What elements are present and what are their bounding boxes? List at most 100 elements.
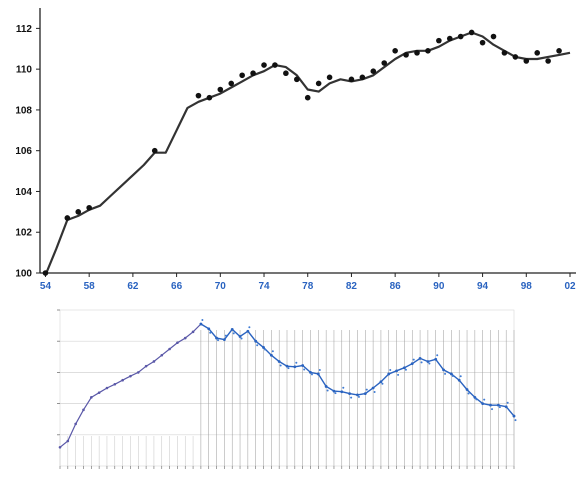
data-point xyxy=(176,341,179,345)
data-point xyxy=(404,368,407,371)
data-point xyxy=(261,62,267,68)
data-point xyxy=(168,347,171,351)
data-point xyxy=(389,368,392,371)
data-point xyxy=(428,362,431,365)
data-point xyxy=(86,204,92,211)
data-point xyxy=(232,332,235,335)
chart-top: 100 102 104 106 108 110 112 54 58 62 66 70 74 78 82 86… xyxy=(15,8,576,292)
data-point xyxy=(395,369,398,373)
data-point xyxy=(451,374,454,377)
y-ticks: 100 102 104 106 108 110 112 xyxy=(15,24,40,280)
x-tick-label: 02 xyxy=(564,281,576,292)
data-point xyxy=(287,367,290,370)
data-point xyxy=(222,338,226,342)
data-point xyxy=(74,422,77,426)
data-point xyxy=(504,405,508,409)
x-tick-label: 66 xyxy=(171,281,183,292)
x-tick-label: 86 xyxy=(390,281,402,292)
data-point xyxy=(58,445,62,449)
data-point xyxy=(217,339,220,342)
data-point xyxy=(272,62,278,68)
data-point xyxy=(446,35,453,42)
data-point xyxy=(468,29,475,36)
data-point xyxy=(152,360,156,363)
x-tick-label: 78 xyxy=(302,281,314,292)
data-point xyxy=(64,215,71,221)
data-point xyxy=(348,76,355,83)
data-point xyxy=(418,356,422,360)
data-point xyxy=(293,365,297,369)
data-point xyxy=(490,33,497,40)
data-point xyxy=(457,33,464,40)
y-tick-label: 100 xyxy=(15,269,32,280)
data-point xyxy=(473,395,477,399)
data-point xyxy=(97,391,101,394)
data-point xyxy=(556,48,562,54)
data-point xyxy=(363,392,367,396)
data-point xyxy=(332,389,336,393)
x-tick-label: 58 xyxy=(84,281,96,292)
data-point xyxy=(209,331,212,334)
y-tick-label: 112 xyxy=(16,24,33,35)
data-point xyxy=(420,361,423,364)
data-point xyxy=(279,364,282,367)
x-tick-label: 74 xyxy=(258,281,270,292)
data-point xyxy=(326,74,333,81)
data-point xyxy=(66,439,70,443)
data-point xyxy=(370,68,377,74)
data-point xyxy=(238,335,242,338)
data-point xyxy=(271,350,274,353)
data-point xyxy=(436,354,439,357)
x-tick-label: 82 xyxy=(346,281,358,292)
data-point xyxy=(545,58,551,64)
data-point xyxy=(264,348,267,351)
y-ticks xyxy=(57,309,60,436)
data-point xyxy=(512,414,516,418)
data-point xyxy=(201,319,204,322)
data-point xyxy=(318,368,321,371)
data-point xyxy=(334,392,337,395)
data-point xyxy=(113,382,117,386)
data-point xyxy=(82,408,85,412)
data-point xyxy=(217,86,224,93)
data-point xyxy=(434,357,438,361)
data-point xyxy=(444,372,447,375)
data-point xyxy=(199,322,203,326)
x-tick-label: 98 xyxy=(521,281,533,292)
data-point xyxy=(295,361,298,364)
data-point xyxy=(371,386,375,390)
data-point xyxy=(467,392,470,395)
data-point xyxy=(403,52,409,58)
x-tick-label: 54 xyxy=(40,281,52,292)
data-point xyxy=(246,329,250,333)
data-point xyxy=(90,396,93,399)
x-tick-label: 94 xyxy=(477,281,489,292)
data-point xyxy=(379,380,383,384)
data-point xyxy=(195,92,202,99)
data-point xyxy=(206,94,213,101)
data-point xyxy=(397,373,400,376)
data-point xyxy=(151,147,158,154)
data-point xyxy=(514,419,517,422)
data-point xyxy=(240,337,243,340)
data-point xyxy=(436,37,442,44)
y-tick-label: 108 xyxy=(15,105,32,116)
data-point xyxy=(269,353,273,357)
data-point xyxy=(326,389,329,392)
data-point xyxy=(359,74,366,81)
data-point xyxy=(350,396,353,399)
data-point xyxy=(459,375,462,378)
data-point xyxy=(381,60,388,66)
series-group xyxy=(58,319,517,449)
data-point xyxy=(283,70,289,77)
data-point xyxy=(324,385,328,388)
data-point xyxy=(309,371,312,374)
data-point xyxy=(483,398,486,401)
data-point xyxy=(136,371,140,374)
data-point xyxy=(250,70,256,77)
data-point xyxy=(224,334,227,337)
data-point xyxy=(506,401,509,404)
series-line xyxy=(44,31,571,276)
data-point xyxy=(442,368,445,372)
data-point xyxy=(512,54,519,60)
